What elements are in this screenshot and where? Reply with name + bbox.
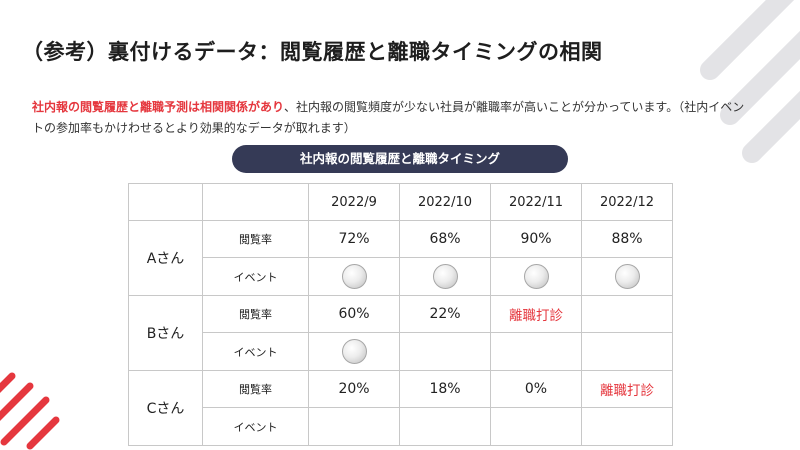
view-rate-cell	[581, 295, 673, 333]
description-text: 、社内報の閲覧頻度が少ない社員が離職率が高いことが分かっています。（社内イベント…	[32, 100, 745, 135]
table-row: Aさん 閲覧率 72% 68% 90% 88%	[128, 220, 673, 296]
table-row: Cさん 閲覧率 20% 18% 0% 離職打診	[128, 370, 673, 446]
event-cell	[490, 407, 582, 446]
event-cell	[581, 407, 673, 446]
month-header: 2022/10	[399, 183, 491, 221]
event-cell	[308, 407, 400, 446]
participation-dot-icon	[614, 264, 640, 289]
corner-cell	[202, 183, 309, 221]
page-title: （参考）裏付けるデータ：閲覧履歴と離職タイミングの相関	[22, 40, 603, 64]
view-rate-cell: 60%	[308, 295, 400, 333]
participation-dot-icon	[341, 339, 367, 364]
event-cell	[581, 332, 673, 371]
view-rate-cell: 88%	[581, 220, 673, 258]
month-header: 2022/9	[308, 183, 400, 221]
view-rate-cell: 20%	[308, 370, 400, 408]
event-label: イベント	[202, 332, 309, 371]
resignation-notice-cell: 離職打診	[490, 295, 582, 333]
table-row: イベント	[129, 257, 673, 296]
view-rate-cell: 90%	[490, 220, 582, 258]
resignation-notice-cell: 離職打診	[581, 370, 673, 408]
description: 社内報の閲覧履歴と離職予測は相関関係があり、社内報の閲覧頻度が少ない社員が離職率…	[32, 97, 752, 139]
view-rate-cell: 68%	[399, 220, 491, 258]
decorative-stripes-bottom-left	[0, 372, 60, 450]
view-rate-label: 閲覧率	[202, 295, 309, 333]
table-title-pill: 社内報の閲覧履歴と離職タイミング	[232, 145, 568, 173]
event-cell	[308, 332, 400, 371]
event-cell	[308, 257, 400, 296]
view-rate-cell: 0%	[490, 370, 582, 408]
participation-dot-icon	[432, 264, 458, 289]
view-rate-cell: 18%	[399, 370, 491, 408]
timing-table: 2022/9 2022/10 2022/11 2022/12 Aさん 閲覧率 7…	[128, 183, 673, 446]
decorative-stripes-top-right	[700, 0, 800, 163]
event-cell	[581, 257, 673, 296]
month-header: 2022/11	[490, 183, 582, 221]
event-label: イベント	[202, 407, 309, 446]
event-cell	[490, 332, 582, 371]
view-rate-label: 閲覧率	[202, 370, 309, 408]
person-name: Bさん	[128, 295, 203, 371]
event-cell	[399, 257, 491, 296]
table-row: イベント	[129, 407, 673, 446]
person-name: Aさん	[128, 220, 203, 296]
participation-dot-icon	[523, 264, 549, 289]
month-header: 2022/12	[581, 183, 673, 221]
event-cell	[490, 257, 582, 296]
table-row: イベント	[129, 332, 673, 371]
participation-dot-icon	[341, 264, 367, 289]
header-row: 2022/9 2022/10 2022/11 2022/12	[128, 183, 673, 221]
person-name: Cさん	[128, 370, 203, 446]
view-rate-cell: 22%	[399, 295, 491, 333]
event-label: イベント	[202, 257, 309, 296]
view-rate-cell: 72%	[308, 220, 400, 258]
event-cell	[399, 407, 491, 446]
corner-cell	[128, 183, 203, 221]
view-rate-label: 閲覧率	[202, 220, 309, 258]
event-cell	[399, 332, 491, 371]
table-row: Bさん 閲覧率 60% 22% 離職打診	[128, 295, 673, 371]
description-highlight: 社内報の閲覧履歴と離職予測は相関関係があり	[32, 100, 285, 114]
